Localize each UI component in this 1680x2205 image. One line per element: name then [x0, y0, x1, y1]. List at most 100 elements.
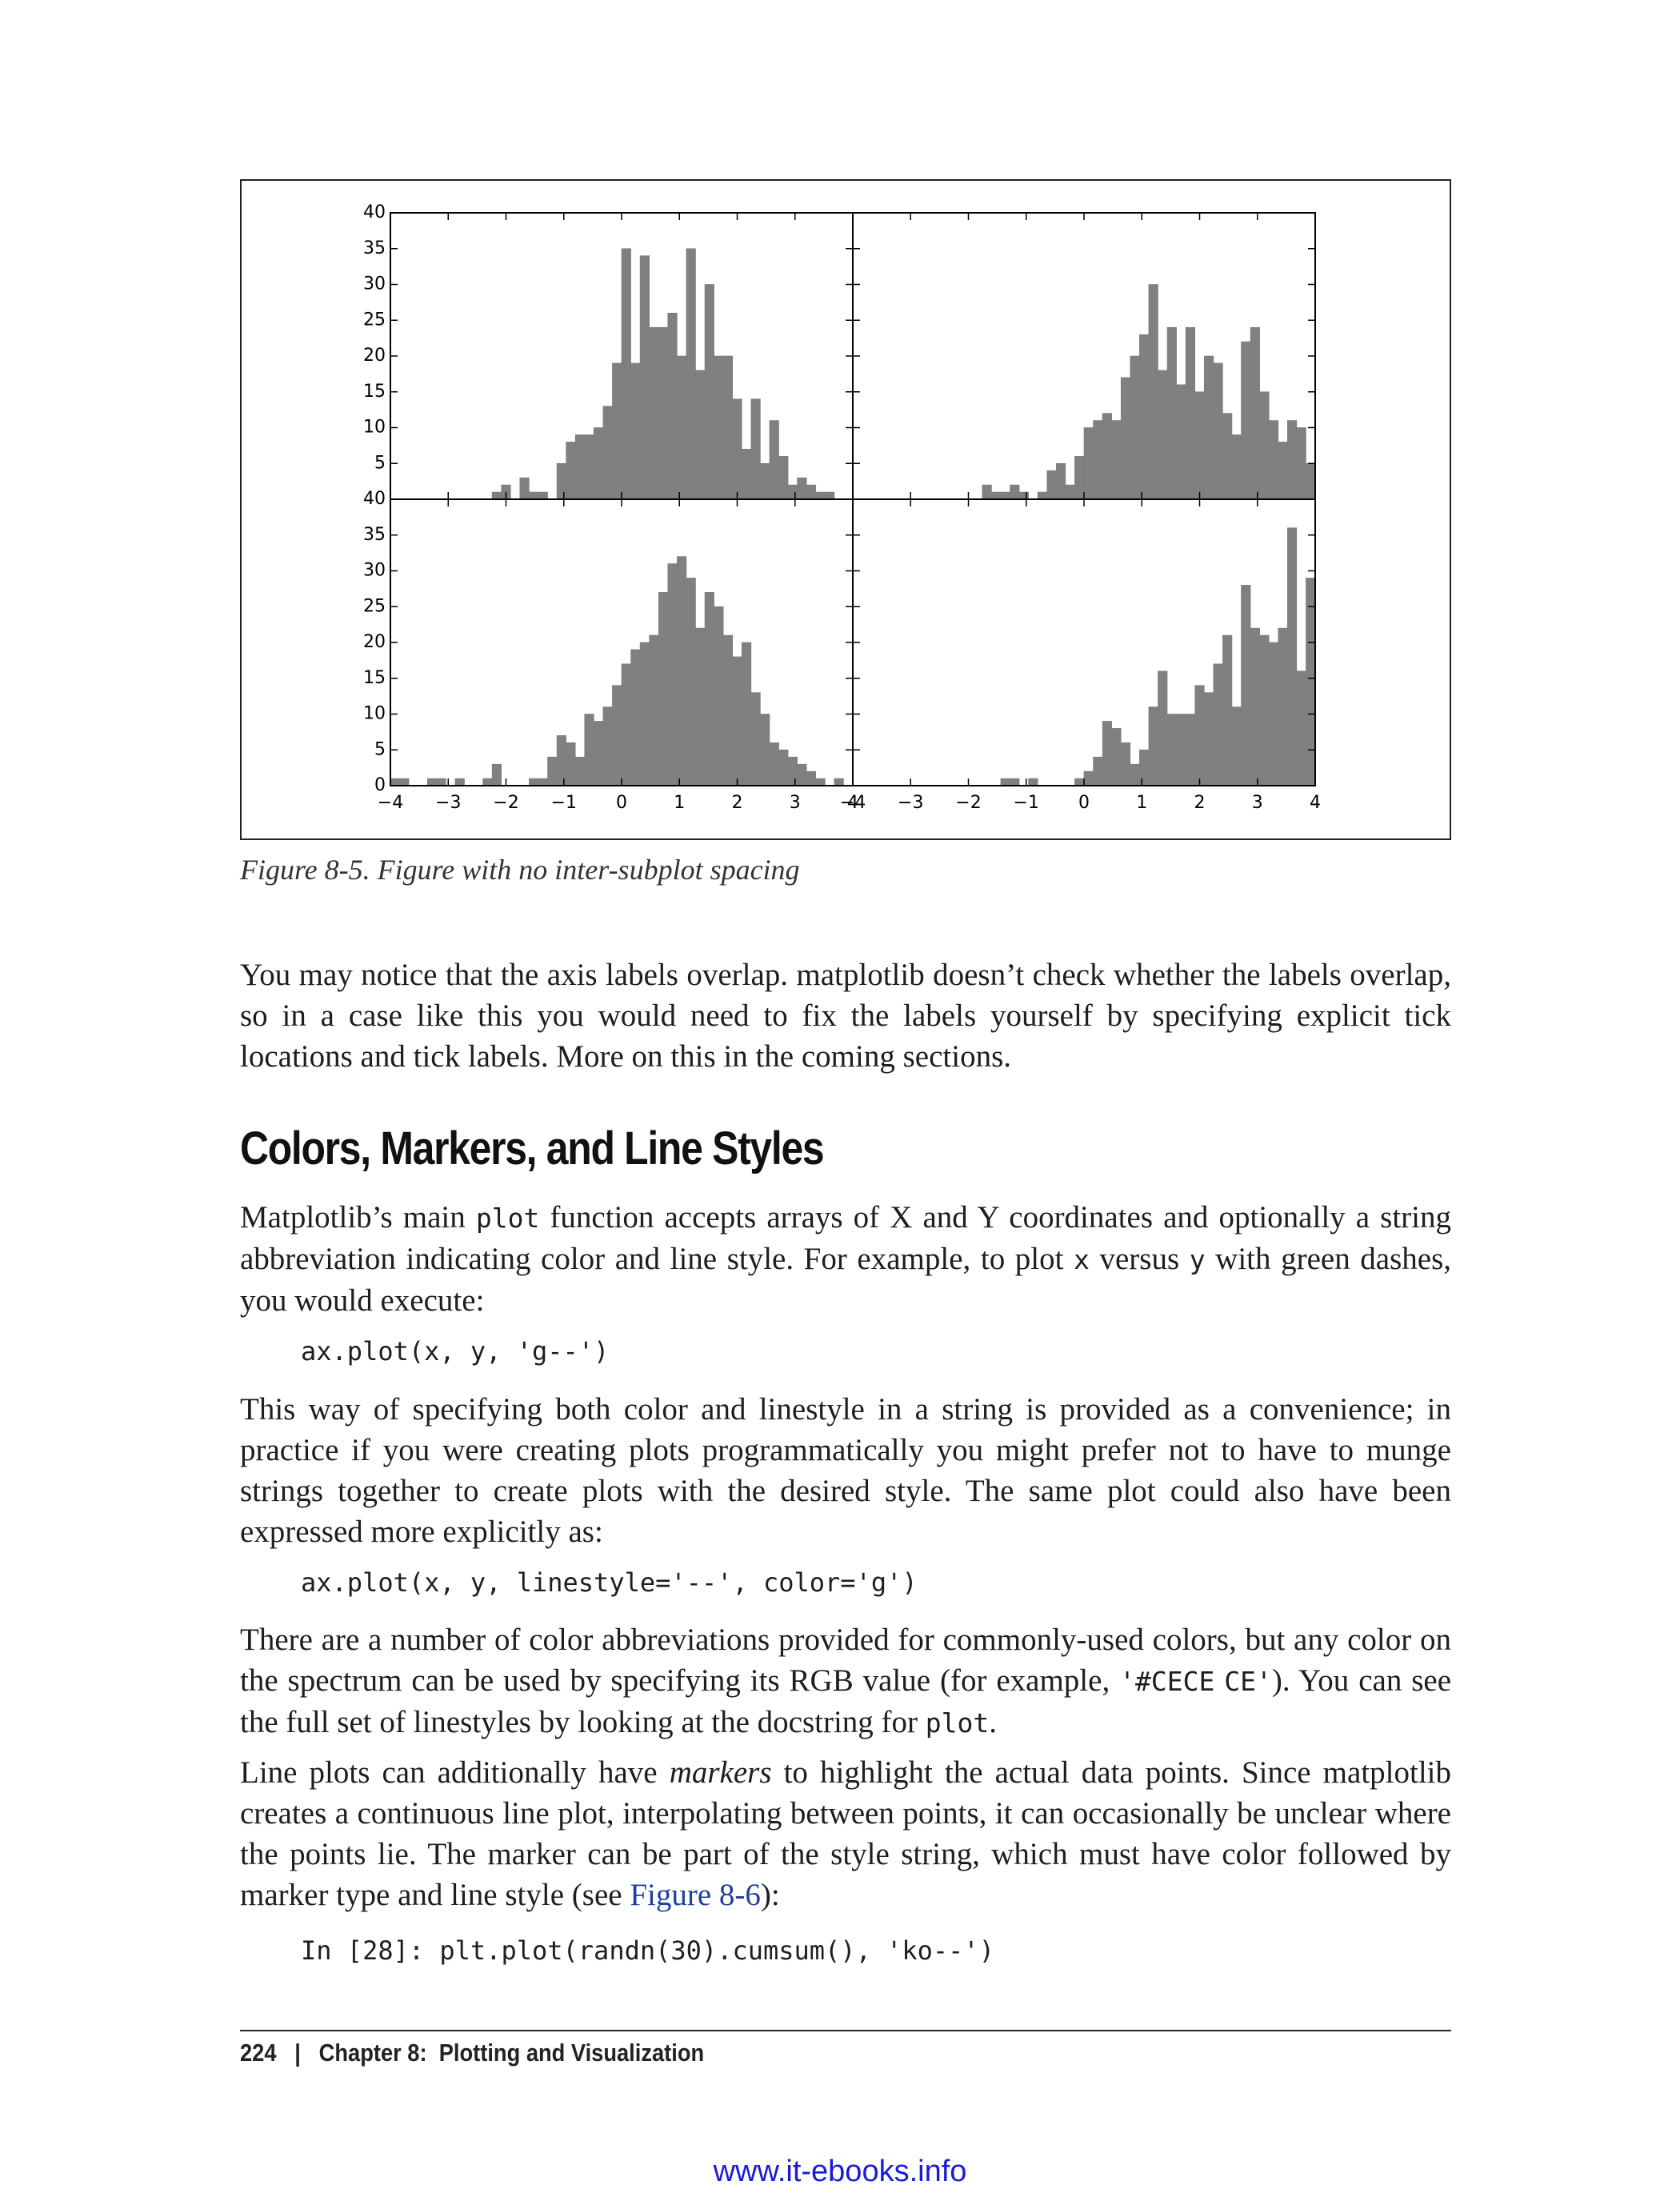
- inline-code-x: x: [1074, 1244, 1090, 1275]
- text-run: function accepts arrays of X and Y coord…: [240, 1200, 1451, 1276]
- paragraph-markers: Line plots can additionally have markers…: [240, 1752, 1451, 1915]
- histogram-bar: [797, 477, 807, 500]
- x-tick-label: 4: [847, 793, 858, 813]
- histogram-bar: [602, 406, 613, 500]
- histogram-bar: [1139, 334, 1150, 500]
- text-run: with green dashes, you would execute:: [240, 1242, 1451, 1318]
- histogram-bar: [594, 427, 604, 500]
- histogram-bar: [722, 355, 734, 500]
- histogram-bar: [769, 420, 779, 500]
- histogram-bar: [797, 763, 807, 786]
- section-heading: Colors, Markers, and Line Styles: [240, 1123, 825, 1175]
- histogram-bar: [741, 642, 752, 786]
- histogram-bar: [1306, 578, 1316, 786]
- text-run: Line plots can additionally have: [240, 1755, 670, 1790]
- histogram-bar: [1185, 326, 1196, 500]
- watermark-link[interactable]: www.it-ebooks.info: [713, 2155, 967, 2188]
- histogram-bar: [1213, 362, 1223, 500]
- paragraph-plot-function: Matplotlib’s main plot function accepts …: [240, 1197, 1451, 1321]
- histogram-bar: [1296, 670, 1306, 786]
- histogram-bar: [1231, 434, 1242, 500]
- histogram-bar: [556, 462, 566, 500]
- y-tick-label: 40: [363, 202, 386, 222]
- histogram-bar: [1278, 442, 1288, 500]
- x-tick-label: −1: [551, 793, 577, 813]
- histogram-bar: [639, 255, 650, 500]
- text-run: versus: [1089, 1242, 1190, 1276]
- y-tick-label: 10: [363, 704, 386, 724]
- histogram-bar: [704, 592, 714, 786]
- histogram-bar: [1120, 377, 1131, 500]
- y-tick-label: 15: [363, 382, 386, 402]
- histogram-bar: [750, 692, 761, 786]
- histogram-bar: [686, 248, 696, 500]
- histogram-bar: [612, 685, 622, 786]
- histogram-bar: [722, 634, 734, 786]
- x-tick-label: −2: [493, 793, 518, 813]
- histogram-bar: [1158, 670, 1168, 786]
- y-tick-label: 15: [363, 668, 386, 688]
- histogram-bar: [1083, 427, 1094, 500]
- histogram-bar: [1268, 642, 1279, 786]
- histogram-bar: [1111, 728, 1122, 786]
- histogram-bar: [1287, 527, 1298, 786]
- histogram-bar: [1102, 721, 1112, 786]
- histogram-bar: [649, 634, 659, 786]
- histogram-bar: [491, 763, 502, 786]
- histogram-bar: [1158, 370, 1168, 500]
- histogram-bar: [658, 592, 669, 786]
- page-footer: 224 | Chapter 8: Plotting and Visualizat…: [240, 2039, 704, 2067]
- x-tick-label: −4: [378, 793, 403, 813]
- histogram-bar: [1166, 714, 1177, 786]
- histogram-bar: [750, 398, 761, 500]
- histogram-bar: [584, 714, 594, 786]
- y-tick-label: 25: [363, 596, 386, 616]
- y-tick-label: 5: [374, 739, 386, 759]
- text-run: to highlight the actual data points. Sin…: [240, 1755, 1451, 1912]
- histogram-bar: [677, 355, 687, 500]
- code-example-explicit: ax.plot(x, y, linestyle='--', color='g'): [301, 1567, 918, 1598]
- histogram-bar: [677, 556, 687, 786]
- histogram-bar: [519, 477, 530, 500]
- histogram-bar: [1185, 714, 1196, 786]
- footer-separator: |: [294, 2039, 301, 2067]
- x-tick-label: −1: [1014, 793, 1039, 813]
- histogram-bar: [639, 642, 650, 786]
- histogram-bar: [1093, 420, 1103, 500]
- histogram-bar: [825, 491, 835, 500]
- page-number: 224: [240, 2039, 277, 2067]
- x-tick-label: 1: [674, 793, 685, 813]
- x-tick-label: 1: [1136, 793, 1147, 813]
- histogram-bar: [714, 355, 724, 500]
- histogram-bar: [787, 484, 798, 500]
- chapter-title: Chapter 8: Plotting and Visualization: [318, 2039, 705, 2067]
- histogram-bar: [1213, 663, 1223, 786]
- y-tick-label: 10: [363, 418, 386, 438]
- paragraph-color-abbreviations: There are a number of color abbreviation…: [240, 1619, 1451, 1743]
- histogram-bar: [612, 362, 622, 500]
- histogram-bar: [667, 313, 678, 500]
- histogram-bar: [1130, 355, 1140, 500]
- histogram-bar: [1241, 585, 1251, 786]
- figure-cross-reference-link[interactable]: Figure 8-6: [630, 1878, 761, 1912]
- histogram-bar: [649, 326, 659, 500]
- histogram-bar: [1010, 778, 1020, 786]
- histogram-bar: [1000, 778, 1010, 786]
- histogram-bar: [1194, 685, 1205, 786]
- histogram-bar: [538, 491, 548, 500]
- histogram-bar: [760, 462, 770, 500]
- histogram-bar: [982, 484, 992, 500]
- x-tick-label: −2: [955, 793, 981, 813]
- y-tick-label: 35: [363, 525, 386, 545]
- inline-code-plot: plot: [925, 1707, 990, 1739]
- histogram-bar: [1102, 413, 1112, 500]
- histogram-bar: [602, 706, 613, 786]
- figure-frame: 5 10 15 20 25 30 35 40 0 5 10 15 20 25 30 35 40 −4 −3 −2 −1 0…: [240, 179, 1451, 840]
- histogram-bar: [1166, 326, 1177, 500]
- histogram-bar: [1083, 770, 1094, 786]
- text-run: ):: [760, 1878, 780, 1912]
- histogram-bar: [806, 770, 817, 786]
- y-tick-label: 35: [363, 238, 386, 258]
- histogram-bar: [529, 778, 539, 786]
